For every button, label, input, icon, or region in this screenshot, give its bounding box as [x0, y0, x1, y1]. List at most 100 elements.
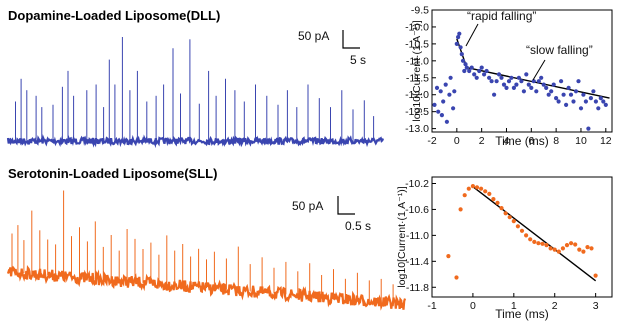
dll-data-point-35	[501, 82, 507, 87]
dll-data-point-29	[487, 75, 492, 80]
dll-scalebar	[342, 30, 360, 49]
sll-data-point-27	[560, 246, 566, 251]
sll-data-point-20	[532, 239, 537, 244]
sll-ytick-label-3: -11.4	[406, 256, 429, 268]
dll-data-point-42	[519, 79, 524, 84]
sll-data-point-3	[462, 193, 467, 198]
sll-scalebar-time: 0.5 s	[345, 219, 371, 233]
dll-data-point-2	[436, 109, 441, 114]
dll-data-point-49	[536, 79, 541, 84]
sll-data-point-11	[495, 200, 500, 205]
sll-current-trace	[6, 190, 407, 311]
sll-trace-panel: Serotonin-Loaded Liposome(SLL) 50 pA 0.5…	[6, 166, 407, 311]
dll-data-point-3	[438, 89, 443, 94]
dll-data-point-24	[474, 75, 479, 80]
dll-data-point-22	[469, 65, 474, 70]
dll-plot-xlabel: Time (ms)	[495, 134, 549, 148]
dll-data-point-8	[447, 92, 452, 97]
sll-data-point-17	[519, 228, 525, 233]
dll-data-point-37	[506, 79, 512, 84]
dll-data-point-55	[551, 82, 556, 87]
sll-data-point-0	[446, 254, 451, 259]
dll-data-point-68	[583, 99, 589, 104]
sll-fit-line-0	[472, 186, 597, 282]
sll-data-point-25	[552, 247, 557, 252]
dll-scatter-plot: -9.5 -10.0 -10.5 -11.0 -11.5 -12.0 -12.5 -13.0-…	[405, 5, 613, 148]
dll-ytick-label-7: -13.0	[405, 123, 429, 135]
sll-data-point-35	[593, 273, 598, 278]
sll-ytick-label-2: -11.0	[406, 230, 429, 242]
dll-data-point-16	[459, 52, 464, 57]
sll-plot-ylabel: log10[Current·(1 A⁻¹)]	[396, 186, 408, 287]
sll-data-point-2	[458, 207, 463, 212]
sll-data-point-31	[577, 247, 582, 252]
dll-data-point-1	[434, 85, 440, 90]
dll-data-point-73	[596, 106, 601, 111]
dll-xtick-label-7: 12	[600, 135, 612, 147]
dll-data-point-72	[593, 99, 599, 104]
dll-xtick-label-5: 8	[553, 135, 559, 147]
dll-data-point-69	[586, 126, 591, 131]
dll-data-point-6	[443, 82, 448, 87]
sll-data-point-6	[474, 185, 480, 190]
dll-data-point-4	[439, 113, 444, 118]
dll-data-point-11	[452, 89, 457, 94]
dll-data-point-17	[460, 58, 466, 63]
dll-data-point-53	[546, 92, 551, 97]
dll-scalebar-current: 50 pA	[298, 29, 329, 43]
dll-data-point-0	[432, 102, 437, 107]
sll-xtick-label-3: 2	[552, 300, 558, 312]
sll-data-point-9	[487, 191, 492, 196]
rapid-falling-arrow	[465, 23, 479, 47]
dll-data-point-15	[458, 45, 463, 50]
sll-data-point-12	[499, 206, 504, 211]
dll-data-point-34	[499, 75, 504, 80]
sll-data-point-7	[479, 186, 484, 191]
dll-data-point-13	[456, 35, 461, 40]
dll-xtick-label-6: 10	[575, 135, 587, 147]
dll-data-point-45	[526, 82, 531, 87]
dll-data-point-30	[489, 79, 494, 84]
dll-data-point-61	[566, 85, 571, 90]
dll-data-point-31	[492, 92, 497, 97]
dll-ytick-label-0: -9.5	[411, 5, 429, 17]
dll-data-point-10	[451, 106, 456, 111]
sll-data-point-15	[511, 219, 516, 224]
dll-data-point-51	[541, 82, 546, 87]
dll-data-point-76	[603, 102, 608, 107]
dll-data-point-23	[472, 72, 477, 77]
dll-data-point-46	[529, 85, 534, 90]
sll-data-point-24	[548, 246, 553, 251]
slow-falling-annotation: “slow falling”	[526, 43, 593, 57]
sll-data-point-30	[573, 242, 578, 247]
dll-data-point-39	[511, 85, 516, 90]
sll-data-point-23	[544, 243, 549, 248]
dll-data-point-40	[514, 82, 519, 87]
sll-data-point-13	[503, 211, 508, 216]
dll-data-point-7	[444, 119, 449, 124]
dll-data-point-5	[441, 99, 446, 104]
sll-xtick-label-1: 0	[470, 300, 476, 312]
sll-data-point-16	[515, 224, 521, 229]
dll-data-point-43	[521, 89, 527, 94]
dll-trace-title: Dopamine-Loaded Liposome(DLL)	[8, 8, 220, 23]
sll-xtick-label-4: 3	[593, 300, 599, 312]
sll-xtick-label-0: -1	[427, 300, 436, 312]
dll-data-point-27	[482, 72, 487, 77]
sll-data-point-5	[470, 184, 475, 189]
sll-scalebar-current: 50 pA	[292, 199, 323, 213]
dll-ytick-label-1: -10.0	[405, 21, 429, 33]
sll-data-point-34	[589, 246, 594, 251]
sll-data-point-19	[528, 237, 533, 242]
dll-data-point-54	[549, 89, 554, 94]
dll-data-point-21	[467, 68, 472, 74]
dll-data-point-71	[591, 89, 596, 94]
sll-data-point-10	[491, 197, 496, 202]
dll-data-point-63	[571, 99, 576, 104]
sll-data-point-4	[466, 186, 471, 191]
dll-data-point-18	[462, 68, 467, 74]
dll-current-trace	[6, 37, 385, 149]
dll-xtick-label-2: 2	[479, 135, 485, 147]
dll-xtick-label-0: -2	[427, 135, 436, 147]
